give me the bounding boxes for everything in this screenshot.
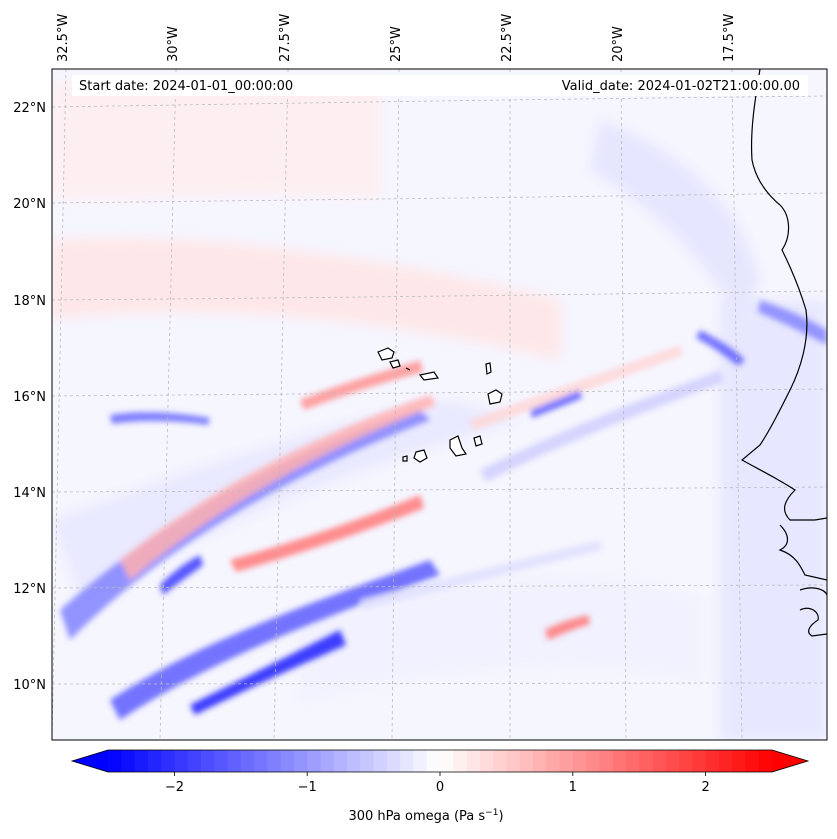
colorbar-segment [373, 750, 388, 772]
colorbar-segment [293, 750, 308, 772]
lat-tick: 18°N [13, 294, 46, 309]
colorbar-segment [413, 750, 428, 772]
header-strip [72, 75, 808, 96]
lat-tick: 10°N [13, 678, 46, 693]
colorbar-segment [134, 750, 149, 772]
colorbar-label-end: ) [498, 809, 503, 824]
colorbar-segment [426, 750, 441, 772]
colorbar-ticks: −2 −1 0 1 2 [165, 772, 710, 795]
colorbar-segment [108, 750, 122, 772]
colorbar-label-main: 300 hPa omega (Pa s [348, 809, 485, 824]
colorbar-segment [187, 750, 202, 772]
colorbar-segment [599, 750, 614, 772]
colorbar-segment [267, 750, 282, 772]
colorbar-segment [307, 750, 322, 772]
lat-tick: 22°N [13, 101, 46, 116]
field-bands [60, 300, 827, 720]
colorbar-segment [532, 750, 547, 772]
colorbar-segment [679, 750, 693, 772]
colorbar-segment [612, 750, 627, 772]
colorbar-segment [440, 750, 454, 772]
colorbar-extend-left [72, 750, 108, 772]
colorbar-tick-label: 2 [701, 780, 709, 795]
valid-date-label: Valid_date: 2024-01-02T21:00:00.00 [562, 79, 800, 94]
colorbar: −2 −1 0 1 2 300 hPa omega (Pa s−1) [70, 749, 810, 824]
colorbar-extend-right [772, 750, 808, 772]
colorbar-segment [360, 750, 375, 772]
colorbar-segment [121, 750, 136, 772]
colorbar-label: 300 hPa omega (Pa s−1) [348, 808, 503, 824]
colorbar-tick-label: 1 [569, 780, 577, 795]
graticule [52, 69, 827, 740]
colorbar-segment [254, 750, 268, 772]
colorbar-segment [479, 750, 494, 772]
colorbar-segment [559, 750, 574, 772]
omega-field [52, 69, 827, 740]
colorbar-segment [227, 750, 242, 772]
colorbar-segment [652, 750, 667, 772]
colorbar-segment [174, 750, 189, 772]
lat-tick: 16°N [13, 390, 46, 405]
colorbar-segment [718, 750, 733, 772]
colorbar-segment [333, 750, 348, 772]
lon-tick: 17.5°W [722, 14, 737, 62]
colorbar-tick-label: −2 [165, 780, 184, 795]
lon-tick: 30°W [166, 26, 181, 62]
colorbar-segment [519, 750, 534, 772]
colorbar-segment [347, 750, 361, 772]
lon-tick: 22.5°W [500, 14, 515, 62]
colorbar-tick-label: −1 [298, 780, 317, 795]
lat-tick: 12°N [13, 582, 46, 597]
lon-tick: 25°W [389, 26, 404, 62]
colorbar-segment [400, 750, 415, 772]
colorbar-segment [732, 750, 747, 772]
lon-tick: 27.5°W [278, 14, 293, 62]
start-date-label: Start date: 2024-01-01_00:00:00 [79, 79, 293, 94]
colorbar-segment [665, 750, 680, 772]
colorbar-segment [453, 750, 468, 772]
colorbar-segment [625, 750, 640, 772]
lon-tick-labels: 32.5°W 30°W 27.5°W 25°W 22.5°W 20°W 17.5… [56, 14, 737, 62]
colorbar-segment [506, 750, 521, 772]
lon-tick: 20°W [611, 26, 626, 62]
colorbar-segment [280, 750, 295, 772]
colorbar-segment [200, 750, 215, 772]
colorbar-tick-label: 0 [436, 780, 444, 795]
cape-verde-islands [377, 347, 503, 463]
colorbar-segment [147, 750, 162, 772]
colorbar-outline [70, 749, 810, 773]
lon-tick: 32.5°W [56, 14, 71, 62]
colorbar-segment [240, 750, 255, 772]
lat-tick: 20°N [13, 197, 46, 212]
colorbar-segment [586, 750, 600, 772]
coastline [740, 69, 827, 637]
colorbar-segment [745, 750, 760, 772]
colorbar-segment [493, 750, 507, 772]
colorbar-segment [705, 750, 720, 772]
colorbar-segment [386, 750, 401, 772]
map-frame [51, 68, 828, 741]
colorbar-segment [546, 750, 561, 772]
lat-tick: 14°N [13, 486, 46, 501]
colorbar-segment [639, 750, 654, 772]
lat-tick-labels: 22°N 20°N 18°N 16°N 14°N 12°N 10°N [13, 101, 46, 693]
colorbar-segment [692, 750, 707, 772]
colorbar-segment [466, 750, 481, 772]
colorbar-segment [214, 750, 229, 772]
colorbar-segment [320, 750, 335, 772]
colorbar-label-sup: −1 [485, 808, 498, 818]
colorbar-segment [758, 750, 773, 772]
colorbar-segment [161, 750, 175, 772]
colorbar-segments [108, 750, 773, 772]
colorbar-segment [572, 750, 587, 772]
